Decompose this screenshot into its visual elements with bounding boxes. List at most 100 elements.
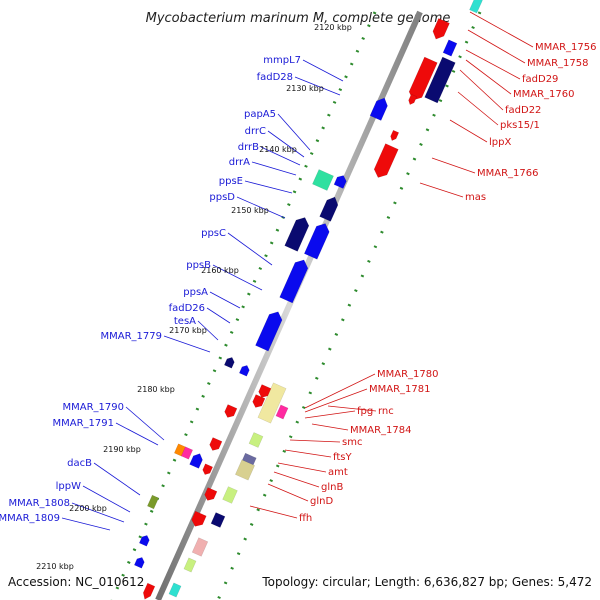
leader-line (267, 483, 309, 502)
gene-feature (303, 223, 330, 260)
gene-label[interactable]: MMAR_1766 (477, 168, 539, 179)
gene-label[interactable]: ftsY (333, 452, 352, 463)
kbp-tick-label: 2160 kbp (201, 266, 239, 275)
gene-label[interactable]: ppsB (186, 260, 211, 271)
gene-label[interactable]: drrC (245, 126, 266, 137)
leader-line (249, 505, 298, 519)
leader-line (71, 502, 125, 523)
gene-label[interactable]: MMAR_1780 (377, 369, 439, 380)
gene-label[interactable]: lppX (489, 137, 511, 148)
leader-line (465, 49, 521, 80)
leader-line (260, 146, 301, 166)
gene-feature (133, 557, 145, 569)
gene-feature (209, 437, 223, 451)
gene-feature (442, 39, 458, 57)
gene-feature (469, 0, 483, 14)
gene-label[interactable]: MMAR_1756 (535, 42, 597, 53)
gene-label[interactable]: drrB (238, 142, 259, 153)
gene-label[interactable]: MMAR_1758 (527, 58, 589, 69)
leader-line (304, 388, 368, 413)
leader-line (289, 439, 341, 443)
gene-feature (424, 56, 456, 104)
kbp-tick-label: 2140 kbp (259, 145, 297, 154)
leader-line (115, 422, 159, 446)
gene-label[interactable]: lppW (56, 481, 81, 492)
gene-feature (142, 582, 156, 600)
leader-line (197, 320, 219, 341)
leader-line (467, 29, 526, 64)
kbp-tick-label: 2180 kbp (137, 385, 175, 394)
gene-feature (408, 56, 438, 101)
gene-label[interactable]: dacB (67, 458, 92, 469)
leader-line (419, 182, 464, 198)
kbp-ticks: 2120 kbp 2130 kbp 2140 kbp 2150 kbp 2160 kbp… (36, 23, 352, 571)
leader-line (93, 462, 141, 496)
leader-line (449, 119, 488, 143)
gene-label[interactable]: drrA (229, 157, 250, 168)
gene-label[interactable]: fadD22 (505, 105, 541, 116)
gene-label[interactable]: pks15/1 (500, 120, 540, 131)
gene-label[interactable]: fadD29 (522, 74, 558, 85)
gene-label[interactable]: MMAR_1760 (513, 89, 575, 100)
gene-feature (408, 93, 418, 105)
gene-feature (252, 394, 266, 408)
gene-label[interactable]: MMAR_1779 (101, 331, 163, 342)
gene-label[interactable]: MMAR_1791 (53, 418, 115, 429)
gene-label[interactable]: rnc (378, 406, 394, 417)
gene-label[interactable]: mas (465, 192, 486, 203)
gene-feature (235, 459, 255, 481)
gene-feature (319, 196, 339, 222)
gene-label[interactable]: fadD26 (169, 303, 205, 314)
leader-line (457, 91, 499, 126)
gene-feature (180, 446, 194, 460)
leader-line (459, 69, 504, 111)
leader-line (206, 307, 231, 324)
kbp-tick-label: 2120 kbp (314, 23, 352, 32)
gene-label[interactable]: MMAR_1808 (9, 498, 71, 509)
leader-line (327, 405, 377, 412)
gene-feature (275, 404, 289, 420)
gene-feature (189, 453, 203, 469)
leader-line (304, 373, 376, 409)
leader-line (304, 410, 356, 419)
gene-label[interactable]: MMAR_1784 (350, 425, 412, 436)
leader-line (125, 406, 165, 441)
gene-feature (147, 494, 159, 510)
gene-label[interactable]: papA5 (244, 109, 276, 120)
left-gene-labels: mmpL7 fadD28 papA5 drrC drrB drrA ppsE ppsD ppsC… (0, 55, 301, 524)
gene-label[interactable]: tesA (174, 316, 196, 327)
leader-line (284, 449, 332, 458)
gc-track-outer (216, 11, 482, 600)
gene-feature (255, 311, 283, 352)
gene-label[interactable]: ppsD (209, 192, 235, 203)
gene-label[interactable]: MMAR_1790 (63, 402, 125, 413)
gene-feature (223, 357, 235, 369)
gene-label[interactable]: MMAR_1809 (0, 513, 60, 524)
gene-label[interactable]: ffh (299, 513, 312, 524)
leader-line (209, 291, 241, 309)
gene-feature (183, 557, 197, 573)
gene-label[interactable]: mmpL7 (263, 55, 301, 66)
gene-feature (210, 512, 226, 528)
gene-label[interactable]: fadD28 (257, 72, 293, 83)
gene-label[interactable]: smc (342, 437, 362, 448)
leader-line (82, 485, 131, 513)
leader-line (163, 335, 211, 353)
gene-feature (369, 97, 388, 121)
gene-label[interactable]: fpg (357, 406, 373, 417)
kbp-tick-label: 2190 kbp (103, 445, 141, 454)
leader-line (294, 76, 341, 96)
gene-label[interactable]: MMAR_1781 (369, 384, 431, 395)
gene-feature (284, 217, 310, 252)
gene-label[interactable]: ppsC (201, 228, 226, 239)
leader-line (61, 517, 111, 531)
gene-label[interactable]: ppsA (183, 287, 208, 298)
gene-label[interactable]: amt (328, 467, 348, 478)
gene-label[interactable]: ppsE (219, 176, 243, 187)
gene-feature (204, 487, 218, 501)
leader-line (236, 196, 286, 219)
gene-label[interactable]: glnD (310, 496, 333, 507)
kbp-tick-label: 2170 kbp (169, 326, 207, 335)
gene-label[interactable]: glnB (321, 482, 343, 493)
kbp-tick-label: 2210 kbp (36, 562, 74, 571)
